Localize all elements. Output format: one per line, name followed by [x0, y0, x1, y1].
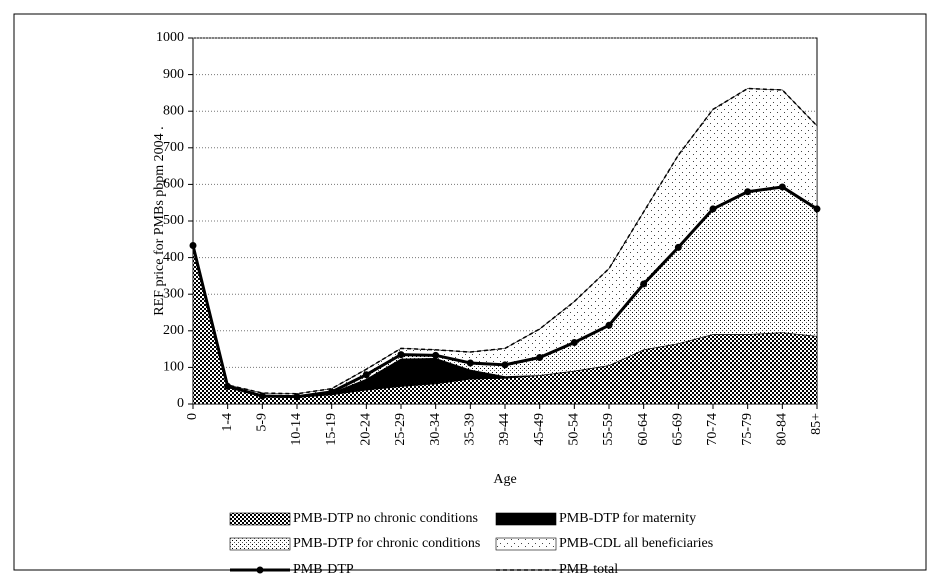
y-tick-label: 700 [163, 140, 184, 155]
x-tick-label: 20-24 [359, 413, 374, 446]
legend-swatch [229, 537, 291, 551]
marker [432, 351, 440, 359]
marker [224, 382, 232, 390]
x-tick-label: 80-84 [775, 413, 790, 446]
y-tick-label: 300 [163, 286, 184, 301]
marker [293, 393, 301, 401]
x-tick-label: 35-39 [463, 413, 478, 446]
legend-label: PMB-CDL all beneficiaries [559, 536, 713, 551]
marker [778, 183, 786, 191]
legend-marker [256, 566, 264, 574]
marker [570, 339, 578, 347]
x-tick-label: 60-64 [636, 413, 651, 446]
marker [397, 351, 405, 359]
x-axis-label: Age [493, 472, 516, 487]
y-tick-label: 900 [163, 67, 184, 82]
frame [13, 13, 927, 571]
legend-swatch [495, 537, 557, 551]
y-tick-label: 200 [163, 323, 184, 338]
x-tick-label: 85+ [809, 413, 824, 435]
marker [466, 359, 474, 367]
x-tick-label: 65-69 [671, 413, 686, 446]
legend-label: PMB-total [559, 562, 618, 577]
legend-swatch [495, 512, 557, 526]
x-tick-label: 70-74 [705, 413, 720, 446]
x-tick-label: 30-34 [428, 413, 443, 446]
legend-label: PMB-DTP no chronic conditions [293, 511, 478, 526]
y-tick-label: 400 [163, 250, 184, 265]
marker [744, 188, 752, 196]
marker [709, 205, 717, 213]
x-tick-label: 15-19 [324, 413, 339, 446]
y-tick-label: 800 [163, 103, 184, 118]
x-tick-label: 75-79 [740, 413, 755, 446]
x-tick-label: 0 [185, 413, 200, 420]
marker [328, 388, 336, 396]
legend-swatch [229, 512, 291, 526]
x-tick-label: 45-49 [532, 413, 547, 446]
legend-label: PMB-DTP [293, 562, 354, 577]
marker [258, 392, 266, 400]
marker [674, 243, 682, 251]
legend-label: PMB-DTP for maternity [559, 511, 696, 526]
marker [605, 321, 613, 329]
marker [640, 280, 648, 288]
marker [813, 205, 821, 213]
marker [501, 361, 509, 369]
marker [362, 371, 370, 379]
x-tick-label: 50-54 [567, 413, 582, 446]
x-tick-label: 10-14 [289, 413, 304, 446]
marker [536, 354, 544, 362]
y-tick-label: 100 [163, 360, 184, 375]
line [192, 87, 818, 395]
y-axis-label: REF price for PMBs pbpm 2004 . [152, 126, 167, 315]
y-tick-label: 0 [177, 396, 184, 411]
y-tick-label: 600 [163, 177, 184, 192]
x-tick-label: 1-4 [220, 413, 235, 432]
legend-label: PMB-DTP for chronic conditions [293, 536, 480, 551]
x-tick-label: 39-44 [497, 413, 512, 446]
x-tick-label: 25-29 [393, 413, 408, 446]
x-tick-label: 5-9 [255, 413, 270, 432]
y-tick-label: 500 [163, 213, 184, 228]
y-tick-label: 1000 [156, 30, 184, 45]
x-tick-label: 55-59 [601, 413, 616, 446]
